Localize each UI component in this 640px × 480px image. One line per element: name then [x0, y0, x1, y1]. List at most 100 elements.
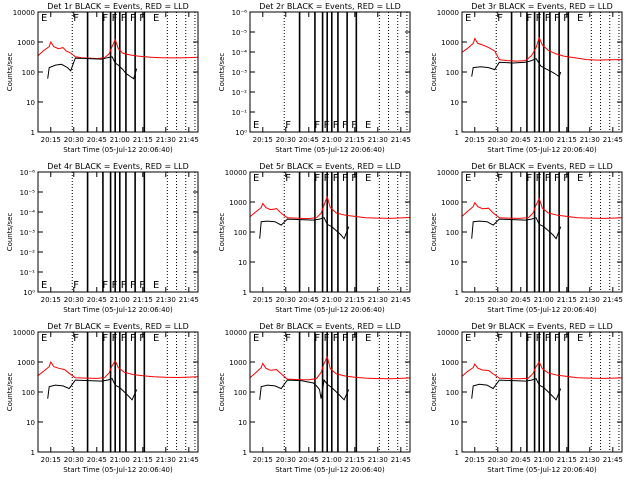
y-axis-label: Counts/sec [218, 373, 226, 412]
x-tick-label: 21:30 [156, 456, 176, 464]
ntag-label: F [342, 333, 348, 344]
y-tick-label: 10 [238, 259, 247, 267]
x-tick-label: 20:45 [299, 136, 319, 144]
x-tick-label: 20:30 [64, 456, 84, 464]
plot-frame [249, 331, 411, 453]
ntag-label: F [121, 333, 127, 344]
y-tick-label: 1 [243, 449, 247, 457]
x-tick-label: 21:45 [603, 136, 623, 144]
detector-panel: Det 6r BLACK = Events, RED = LLD Counts/s… [430, 162, 623, 314]
panel-title: Det 9r BLACK = Events, RED = LLD [471, 322, 613, 331]
y-axis-label: Counts/sec [6, 373, 14, 412]
y-tick-label: 10 [26, 419, 35, 427]
ntag-label: F [342, 173, 348, 184]
x-tick-label: 20:15 [41, 136, 61, 144]
y-tick-label: 10⁻¹ [232, 109, 248, 117]
x-tick-label: 21:30 [368, 456, 388, 464]
ntag-label: F [536, 173, 542, 184]
x-axis-label: Start Time (05-Jul-12 20:06:40) [275, 306, 385, 314]
ntag-label: F [314, 120, 320, 131]
ntag-label: E [465, 173, 471, 184]
ntag-label: E [253, 120, 259, 131]
panel-title: Det 6r BLACK = Events, RED = LLD [471, 162, 613, 171]
ntag-label: F [314, 173, 320, 184]
y-tick-label: 100 [22, 69, 35, 77]
events-series-line [471, 217, 562, 240]
x-tick-label: 21:00 [534, 456, 554, 464]
x-tick-label: 21:00 [322, 456, 342, 464]
detector-panel: Det 1r BLACK = Events, RED = LLD Counts/s… [6, 2, 199, 154]
ntag-label: F [497, 173, 503, 184]
y-tick-label: 10000 [437, 169, 459, 177]
y-tick-label: 1 [455, 449, 459, 457]
ntag-label: F [102, 333, 108, 344]
x-tick-label: 21:15 [345, 136, 365, 144]
x-axis-label: Start Time (05-Jul-12 20:06:40) [63, 146, 173, 154]
x-tick-label: 20:45 [87, 296, 107, 304]
ntag-label: F [536, 13, 542, 24]
ntag-label: F [324, 333, 330, 344]
x-tick-label: 21:45 [179, 456, 199, 464]
y-tick-label: 1000 [229, 359, 247, 367]
ntag-label: E [577, 173, 583, 184]
x-tick-label: 21:00 [110, 456, 130, 464]
x-tick-label: 21:00 [110, 296, 130, 304]
x-tick-label: 21:15 [133, 296, 153, 304]
ntag-label: F [121, 280, 127, 291]
y-tick-label: 10000 [13, 329, 35, 337]
x-tick-label: 20:15 [41, 296, 61, 304]
x-tick-label: 20:45 [511, 456, 531, 464]
x-tick-label: 21:45 [391, 136, 411, 144]
lld-series-line [249, 195, 411, 220]
ntag-label: F [545, 173, 551, 184]
ntag-label: F [314, 333, 320, 344]
x-tick-label: 20:30 [64, 136, 84, 144]
ntag-label: F [526, 333, 532, 344]
events-series-line [259, 378, 350, 401]
y-axis-label: Counts/sec [430, 373, 438, 412]
panel-title: Det 8r BLACK = Events, RED = LLD [259, 322, 401, 331]
x-tick-label: 21:15 [133, 456, 153, 464]
x-tick-label: 21:30 [368, 296, 388, 304]
events-series-line [47, 377, 138, 401]
ntag-label: F [139, 280, 145, 291]
panel-title: Det 7r BLACK = Events, RED = LLD [47, 322, 189, 331]
x-tick-label: 21:15 [345, 456, 365, 464]
plot-frame [461, 331, 623, 453]
x-tick-label: 20:30 [276, 136, 296, 144]
y-tick-label: 10⁻² [20, 249, 36, 257]
ntag-label: F [536, 333, 542, 344]
y-tick-label: 1000 [441, 359, 459, 367]
plot-frame [37, 11, 199, 133]
events-series-line [471, 57, 562, 78]
ntag-label: E [365, 333, 371, 344]
y-tick-label: 10000 [225, 329, 247, 337]
ntag-label: F [73, 333, 79, 344]
x-tick-label: 20:30 [276, 296, 296, 304]
x-tick-label: 21:45 [603, 296, 623, 304]
y-tick-label: 1000 [17, 39, 35, 47]
y-tick-label: 1000 [229, 199, 247, 207]
y-axis-label: Counts/sec [430, 53, 438, 92]
ntag-label: F [139, 13, 145, 24]
x-tick-label: 20:30 [276, 456, 296, 464]
x-tick-label: 21:30 [580, 456, 600, 464]
x-tick-label: 20:15 [465, 296, 485, 304]
x-tick-label: 20:45 [299, 456, 319, 464]
y-tick-label: 10⁻⁶ [232, 9, 248, 17]
y-tick-label: 10⁻⁴ [20, 209, 36, 217]
y-tick-label: 1 [455, 289, 459, 297]
y-tick-label: 10 [26, 99, 35, 107]
ntag-label: E [153, 13, 159, 24]
ntag-label: F [351, 173, 357, 184]
ntag-label: F [554, 173, 560, 184]
x-tick-label: 21:00 [534, 136, 554, 144]
y-tick-label: 100 [446, 69, 459, 77]
x-tick-label: 21:00 [110, 136, 130, 144]
ntag-label: F [526, 13, 532, 24]
ntag-label: F [333, 173, 339, 184]
x-axis-label: Start Time (05-Jul-12 20:06:40) [487, 466, 597, 474]
plot-frame [249, 11, 411, 133]
x-tick-label: 20:15 [465, 456, 485, 464]
ntag-label: E [41, 333, 47, 344]
